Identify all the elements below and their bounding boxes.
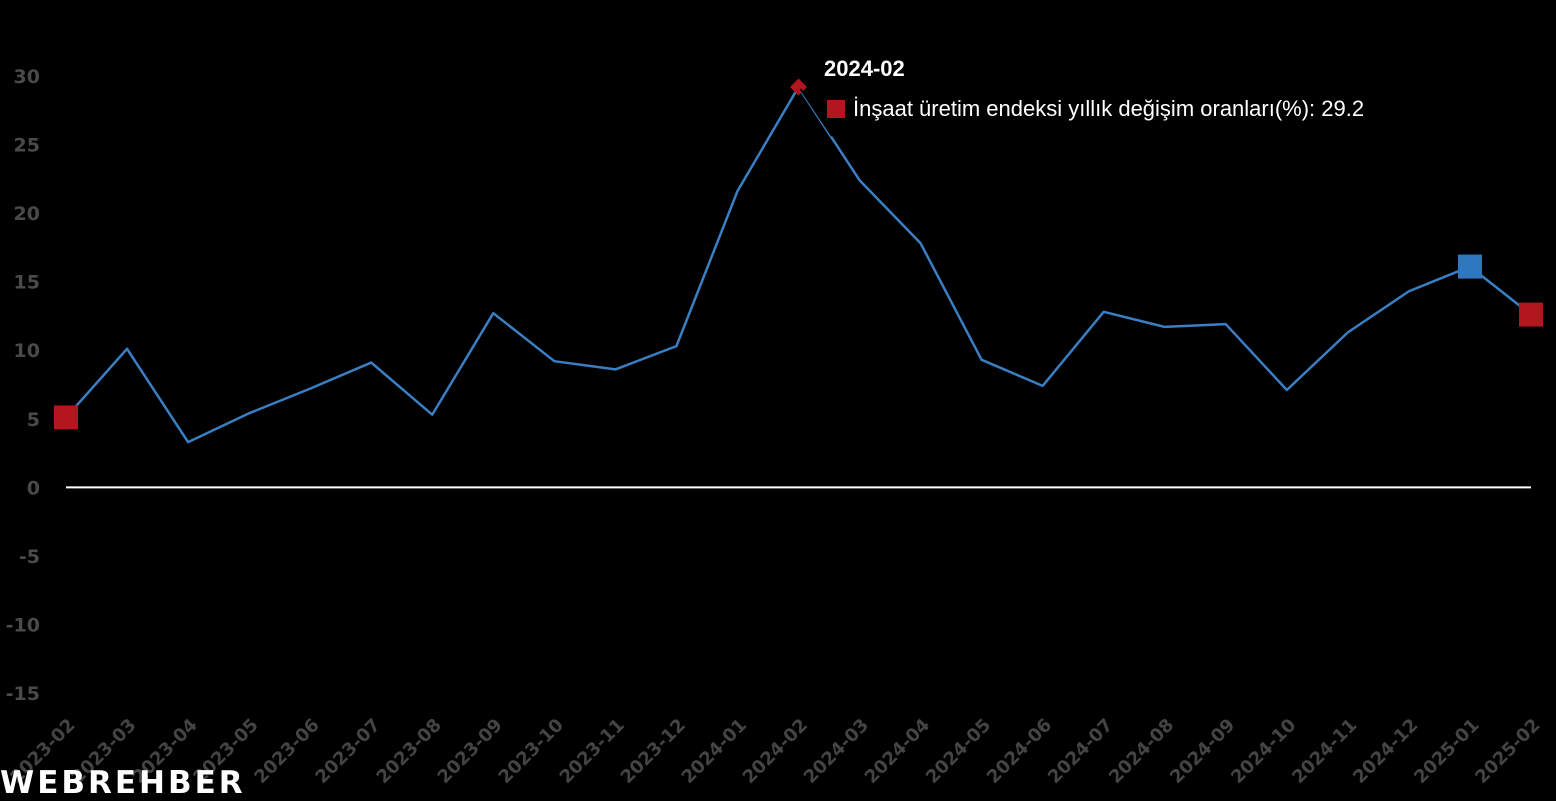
tooltip-text: İnşaat üretim endeksi yıllık değişim ora… <box>853 96 1364 121</box>
y-tick-label: 15 <box>14 272 40 294</box>
tooltip-swatch <box>827 100 845 118</box>
webrehber-logo: WEBREHBER <box>0 765 246 801</box>
x-tick-label: 2024-11 <box>1288 715 1361 788</box>
x-tick-label: 2025-01 <box>1410 715 1483 788</box>
markers <box>54 78 1543 430</box>
y-tick-label: -10 <box>6 614 40 636</box>
y-tick-label: 25 <box>14 135 40 157</box>
y-tick-label: 30 <box>14 66 40 88</box>
x-tick-label: 2023-10 <box>495 715 568 788</box>
x-tick-label: 2023-06 <box>250 715 323 788</box>
series-line <box>65 85 1532 444</box>
x-tick-label: 2024-09 <box>1166 715 1239 788</box>
x-tick-label: 2024-05 <box>922 715 995 788</box>
marker-current-point <box>1457 254 1482 279</box>
marker-start-point <box>54 405 78 430</box>
x-tick-label: 2024-03 <box>800 715 873 788</box>
x-tick-label: 2025-02 <box>1471 715 1544 788</box>
tooltip-pointer <box>799 88 833 137</box>
tooltip-title: 2024-02 <box>824 56 905 81</box>
tooltip: 2024-02 İnşaat üretim endeksi yıllık değ… <box>799 56 1364 137</box>
x-tick-label: 2023-12 <box>617 715 690 788</box>
x-tick-label: 2024-12 <box>1349 715 1422 788</box>
x-tick-label: 2023-07 <box>311 715 384 788</box>
y-tick-label: 20 <box>14 203 40 225</box>
y-tick-label: 5 <box>27 409 40 431</box>
x-tick-label: 2024-06 <box>983 715 1056 788</box>
x-tick-label: 2024-01 <box>678 715 751 788</box>
x-tick-label: 2024-07 <box>1044 715 1117 788</box>
y-tick-label: -15 <box>6 683 40 705</box>
y-tick-label: -5 <box>19 546 40 568</box>
y-axis: 30 25 20 15 10 5 0 -5 -10 -15 <box>6 66 40 705</box>
marker-end-point <box>1519 302 1543 327</box>
y-tick-label: 0 <box>27 477 40 499</box>
x-tick-label: 2023-09 <box>434 715 507 788</box>
marker-max-point <box>790 78 807 96</box>
x-tick-label: 2024-08 <box>1105 715 1178 788</box>
y-tick-label: 10 <box>14 340 40 362</box>
x-tick-label: 2024-10 <box>1227 715 1300 788</box>
x-tick-label: 2023-11 <box>556 715 629 788</box>
x-tick-label: 2024-02 <box>739 715 812 788</box>
x-tick-label: 2024-04 <box>861 715 934 788</box>
x-tick-label: 2023-08 <box>373 715 446 788</box>
